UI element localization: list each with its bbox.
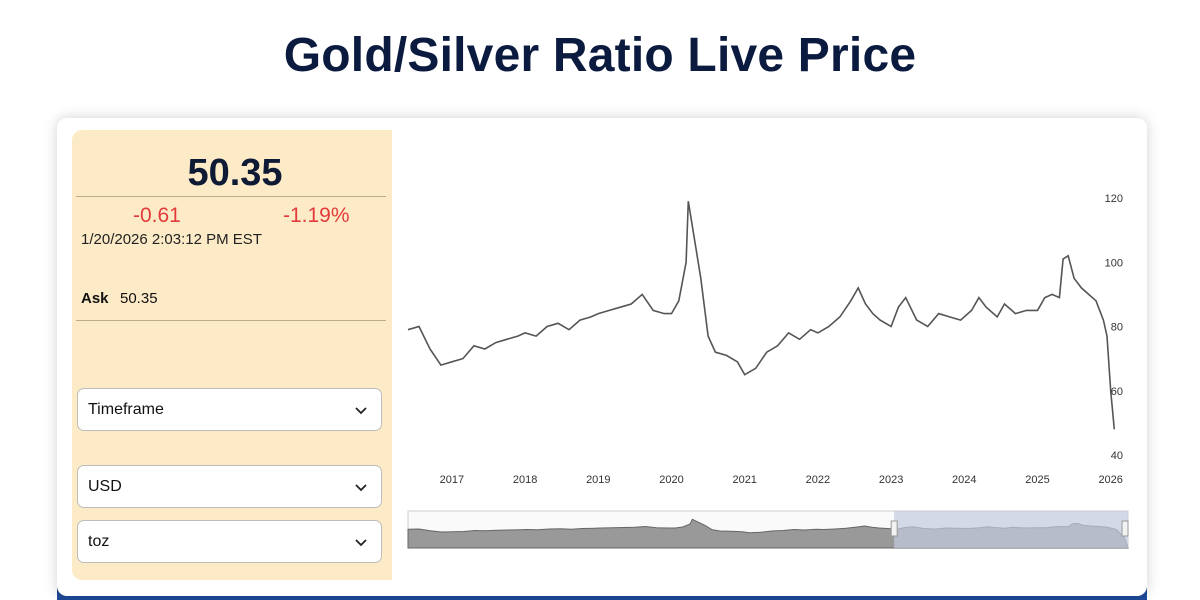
current-price: 50.35 (187, 152, 283, 194)
y-tick-label: 40 (1111, 450, 1123, 462)
y-tick-label: 80 (1111, 322, 1123, 334)
y-tick-label: 60 (1111, 386, 1123, 398)
navigator-right-handle[interactable] (1121, 520, 1129, 537)
x-axis: 2017 2018 2019 2020 2021 2022 2023 2024 2025 2026 (440, 474, 1123, 486)
divider (76, 320, 386, 321)
price-change: -0.61 (133, 204, 181, 227)
x-tick-label: 2021 (732, 474, 756, 486)
price-change-percent: -1.19% (283, 204, 350, 227)
chevron-down-icon (355, 407, 367, 415)
x-tick-label: 2017 (440, 474, 464, 486)
currency-select[interactable]: USD (77, 465, 382, 508)
y-axis: 120 100 80 60 40 (1105, 193, 1123, 462)
y-tick-label: 120 (1105, 193, 1123, 205)
navigator-left-handle[interactable] (890, 520, 898, 537)
quote-timestamp: 1/20/2026 2:03:12 PM EST (81, 231, 262, 248)
ratio-series-line (407, 201, 1116, 430)
chevron-down-icon (355, 539, 367, 547)
x-tick-label: 2023 (879, 474, 903, 486)
x-tick-label: 2022 (806, 474, 830, 486)
chevron-down-icon (355, 484, 367, 492)
unit-select-label: toz (88, 533, 110, 550)
navigator-selection[interactable] (894, 511, 1128, 548)
x-tick-label: 2018 (513, 474, 537, 486)
x-tick-label: 2020 (659, 474, 683, 486)
x-tick-label: 2019 (586, 474, 610, 486)
y-tick-label: 100 (1105, 257, 1123, 269)
ratio-chart-svg: 120 100 80 60 40 2017 2018 2019 2020 2021 2022 202… (407, 193, 1129, 549)
divider (76, 196, 386, 197)
x-tick-label: 2025 (1025, 474, 1049, 486)
currency-select-label: USD (88, 478, 122, 495)
price-chart: 120 100 80 60 40 2017 2018 2019 2020 2021 2022 202… (400, 130, 1140, 580)
quote-panel: 50.35 -0.61 -1.19% 1/20/2026 2:03:12 PM … (72, 130, 392, 580)
x-tick-label: 2026 (1098, 474, 1122, 486)
ask-value: 50.35 (120, 290, 158, 307)
navigator[interactable] (407, 510, 1129, 549)
timeframe-select-label: Timeframe (88, 401, 164, 418)
unit-select[interactable]: toz (77, 520, 382, 563)
page-title: Gold/Silver Ratio Live Price (283, 29, 917, 82)
x-tick-label: 2024 (952, 474, 976, 486)
ask-label: Ask (81, 290, 109, 307)
timeframe-select[interactable]: Timeframe (77, 388, 382, 431)
